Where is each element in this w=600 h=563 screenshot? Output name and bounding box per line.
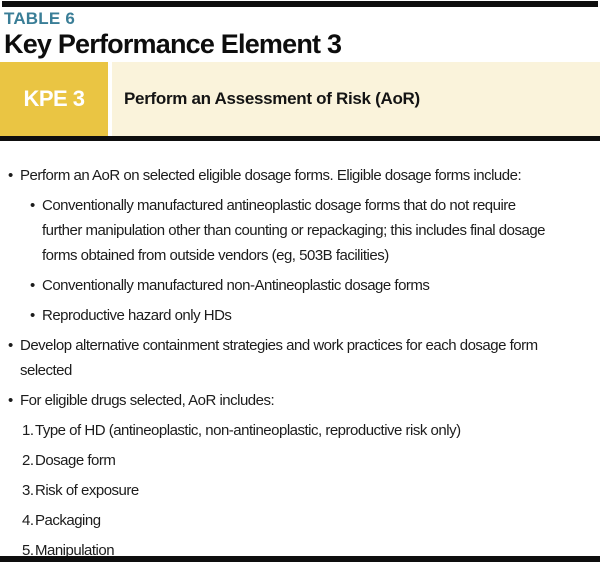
list-item-text: Dosage form — [35, 452, 116, 469]
list-item-text: Packaging — [35, 512, 101, 529]
table-label: TABLE 6 — [4, 9, 75, 28]
number-marker: 3. — [22, 482, 34, 499]
page-title: Key Performance Element 3 — [4, 29, 342, 59]
list-item: • Reproductive hazard only HDs — [8, 303, 592, 328]
table-header: TABLE 6 Key Performance Element 3 — [4, 9, 596, 60]
list-item-text: For eligible drugs selected, AoR include… — [20, 392, 275, 409]
list-item-text: Type of HD (antineoplastic, non-antineop… — [35, 422, 461, 439]
number-marker: 5. — [22, 542, 34, 559]
list-item: 1. Type of HD (antineoplastic, non-antin… — [8, 418, 592, 443]
banner-bottom-rule — [0, 136, 600, 141]
top-rule — [2, 1, 598, 7]
bullet-marker: • — [30, 277, 35, 294]
list-item: • Conventionally manufactured antineopla… — [8, 193, 592, 268]
list-item: • For eligible drugs selected, AoR inclu… — [8, 388, 592, 413]
kpe-badge: KPE 3 — [0, 62, 108, 136]
list-item-text: Manipulation — [35, 542, 115, 559]
list-item: 2. Dosage form — [8, 448, 592, 473]
list-item: • Conventionally manufactured non-Antine… — [8, 273, 592, 298]
list-item-text: Reproductive hazard only HDs — [42, 307, 232, 324]
bullet-marker: • — [8, 392, 13, 409]
bottom-rule — [0, 556, 600, 562]
kpe-banner: KPE 3 Perform an Assessment of Risk (AoR… — [0, 62, 600, 136]
list-item-text: Perform an AoR on selected eligible dosa… — [20, 167, 522, 184]
bullet-marker: • — [8, 337, 13, 354]
bullet-marker: • — [30, 197, 35, 214]
bullet-marker: • — [8, 167, 13, 184]
number-marker: 2. — [22, 452, 34, 469]
number-marker: 1. — [22, 422, 34, 439]
kpe-banner-title: Perform an Assessment of Risk (AoR) — [112, 62, 600, 136]
list-item-text: Conventionally manufactured non-Antineop… — [42, 277, 430, 294]
kpe-body-list: • Perform an AoR on selected eligible do… — [0, 141, 600, 563]
banner-divider — [108, 62, 112, 136]
list-item: • Perform an AoR on selected eligible do… — [8, 163, 592, 188]
list-item: 5. Manipulation — [8, 538, 592, 563]
bullet-marker: • — [30, 307, 35, 324]
number-marker: 4. — [22, 512, 34, 529]
list-item-text: Develop alternative containment strategi… — [20, 337, 538, 379]
list-item-text: Conventionally manufactured antineoplast… — [42, 197, 546, 264]
list-item: 3. Risk of exposure — [8, 478, 592, 503]
list-item: 4. Packaging — [8, 508, 592, 533]
list-item: • Develop alternative containment strate… — [8, 333, 592, 383]
list-item-text: Risk of exposure — [35, 482, 139, 499]
